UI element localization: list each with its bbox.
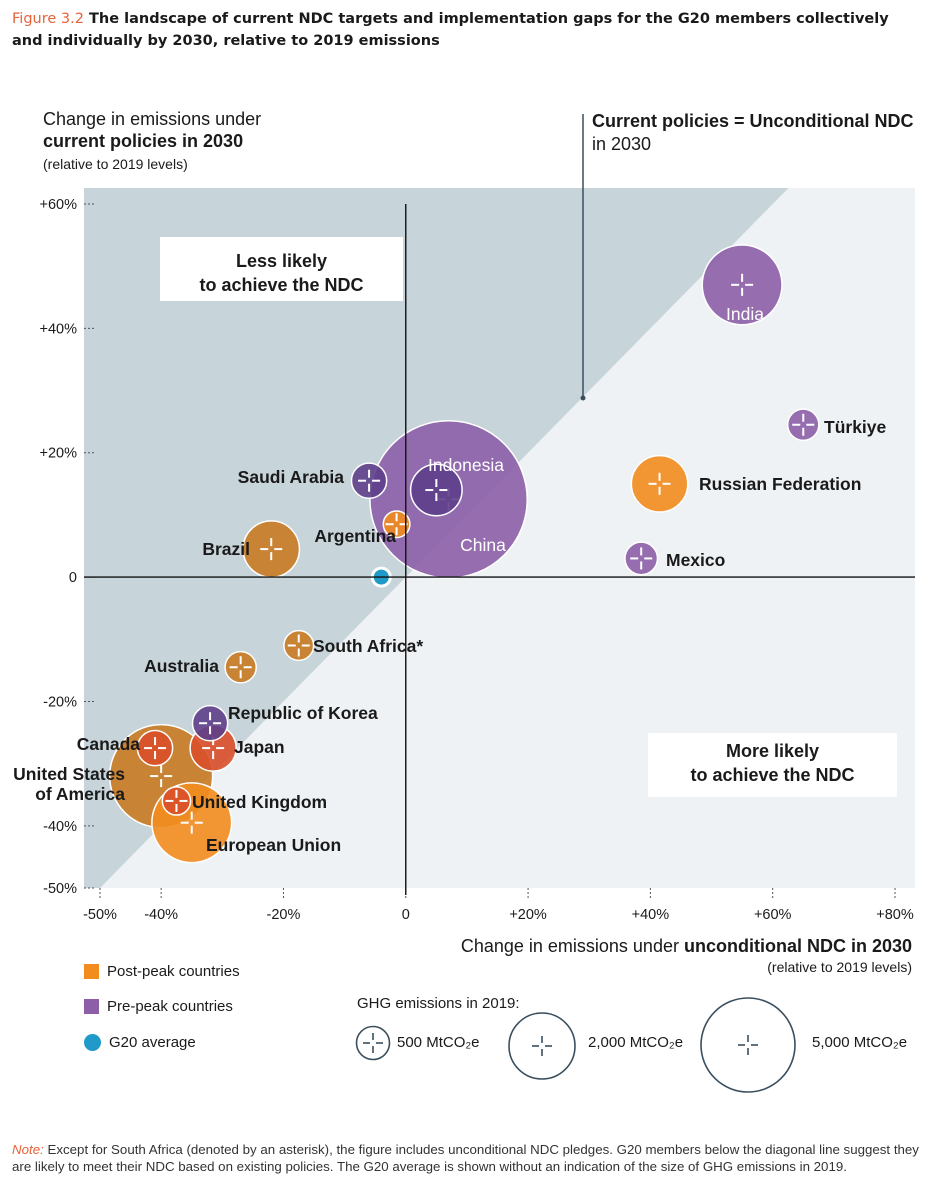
region-label-lower-line1: More likely [725, 741, 820, 761]
bubble-mexico [624, 541, 659, 576]
bubble-united-kingdom [161, 786, 192, 816]
bubble-argentina [382, 510, 411, 539]
x-axis-title-bold: unconditional NDC in 2030 [683, 936, 912, 956]
bubble-crosshair-republic-of-korea [199, 712, 222, 735]
y-axis-title-line1: Change in emissions under [43, 109, 262, 129]
figure-number: Figure 3.2 [12, 11, 84, 27]
y-tick-label: 0 [69, 570, 77, 586]
size-legend-circle-500 [355, 1025, 391, 1061]
y-tick-label: -40% [43, 819, 77, 835]
country-label-australia: Australia [144, 656, 219, 676]
legend-g20-label: G20 average [109, 1034, 196, 1051]
bubble-crosshair-united-kingdom [165, 789, 188, 812]
legend-post-peak-swatch [84, 964, 99, 979]
bubble-republic-of-korea [191, 704, 229, 742]
bubble-crosshair-canada [144, 737, 167, 760]
bubble-canada [136, 729, 174, 767]
size-legend-label-5000: 5,000 MtCO₂e [812, 1034, 908, 1051]
diagonal-pointer-dot [580, 395, 586, 401]
figure-caption: Figure 3.2 The landscape of current NDC … [12, 8, 922, 52]
region-label-lower: More likely to achieve the NDC [648, 733, 897, 797]
bubble-crosshair-united-states-of-america [150, 765, 173, 788]
bubble-crosshair-indonesia [425, 479, 448, 502]
bubble-australia [224, 650, 257, 684]
x-tick-label: -20% [267, 907, 301, 923]
y-tick-label: +60% [40, 197, 78, 213]
region-label-lower-line2: to achieve the NDC [690, 765, 855, 785]
size-legend-label-2000: 2,000 MtCO₂e [588, 1034, 684, 1051]
country-label-south-africa: South Africa* [313, 636, 423, 656]
y-tick-label: +20% [40, 446, 78, 462]
x-tick-label: -50% [83, 907, 117, 923]
bubble-crosshair-t-rkiye [792, 413, 815, 436]
country-label-united-kingdom: United Kingdom [192, 792, 327, 812]
x-tick-label: 0 [402, 907, 410, 923]
figure-title: The landscape of current NDC targets and… [12, 11, 889, 49]
x-axis-title: Change in emissions under unconditional … [461, 935, 912, 957]
x-tick-label: +40% [632, 907, 670, 923]
legend-post-peak-label: Post-peak countries [107, 963, 240, 980]
y-tick-label: -20% [43, 694, 77, 710]
country-label-china: China [460, 535, 506, 555]
y-axis-title-line2: current policies in 2030 [43, 131, 244, 151]
country-label-russian-federation: Russian Federation [699, 474, 861, 494]
note-tag: Note: [12, 1142, 44, 1157]
y-tick-label: -50% [43, 881, 77, 897]
legend-pre-peak-swatch [84, 999, 99, 1014]
bubble-crosshair-india [731, 273, 754, 296]
bubble-t-rkiye [786, 408, 820, 442]
diagonal-annotation-plain: in 2030 [592, 134, 652, 154]
size-legend-label-500: 500 MtCO₂e [397, 1034, 480, 1051]
legend-pre-peak: Pre-peak countries [84, 998, 233, 1015]
bubble-crosshair-european-union [180, 811, 203, 834]
country-label-canada: Canada [77, 734, 140, 754]
bubble-india [701, 244, 783, 326]
size-legend-circle-2000 [508, 1012, 576, 1080]
x-axis-subtitle: (relative to 2019 levels) [767, 959, 912, 975]
legend-g20: G20 average [84, 1034, 196, 1051]
legend-size-title: GHG emissions in 2019: [357, 995, 520, 1012]
bubble-crosshair-australia [229, 656, 252, 679]
country-label-brazil: Brazil [202, 539, 250, 559]
bubble-russian-federation [630, 454, 689, 513]
bubble-brazil [242, 520, 301, 579]
diagonal-annotation-bold: Current policies = Unconditional NDC [592, 111, 914, 131]
x-tick-label: -40% [144, 907, 178, 923]
legend-pre-peak-label: Pre-peak countries [107, 998, 233, 1015]
bubble-south-africa [283, 629, 315, 662]
country-label-republic-of-korea: Republic of Korea [228, 703, 378, 723]
country-label-t-rkiye: Türkiye [824, 417, 887, 437]
x-tick-label: +80% [876, 907, 914, 923]
x-tick-label: +60% [754, 907, 792, 923]
legend-g20-dot [84, 1034, 101, 1051]
note-text: Except for South Africa (denoted by an a… [12, 1142, 919, 1174]
country-label-japan: Japan [234, 737, 285, 757]
region-label-upper-line2: to achieve the NDC [199, 275, 364, 295]
figure-note: Note: Except for South Africa (denoted b… [12, 1141, 922, 1175]
region-label-upper-line1: Less likely [235, 251, 328, 271]
country-label-mexico: Mexico [666, 550, 725, 570]
country-label-indonesia: Indonesia [428, 455, 504, 475]
y-tick-label: +40% [40, 321, 78, 337]
x-tick-label: +20% [509, 907, 547, 923]
bubble-crosshair-russian-federation [648, 472, 671, 495]
country-label-saudi-arabia: Saudi Arabia [238, 467, 345, 487]
bubble-saudi-arabia [350, 462, 388, 500]
size-legend-circle-5000 [700, 997, 796, 1093]
country-label-united-states-of-america: United States of America [13, 764, 125, 804]
bubble-crosshair-brazil [260, 538, 283, 561]
x-axis-title-plain: Change in emissions under [460, 936, 684, 956]
bubble-crosshair-mexico [630, 547, 653, 570]
country-label-india: India [726, 304, 764, 324]
country-label-european-union: European Union [206, 835, 341, 855]
bubble-crosshair-saudi-arabia [358, 469, 381, 492]
bubble-crosshair-south-africa [287, 634, 310, 657]
legend-post-peak: Post-peak countries [84, 963, 240, 980]
bubble-indonesia [409, 463, 463, 517]
y-axis-title-line3: (relative to 2019 levels) [43, 156, 188, 172]
country-label-argentina: Argentina [314, 526, 396, 546]
scatter-chart: +60% +40% +20% 0 -20% -40% -50% -50% -40% -20% 0 +2… [13, 114, 915, 923]
region-label-upper: Less likely to achieve the NDC [160, 237, 403, 301]
